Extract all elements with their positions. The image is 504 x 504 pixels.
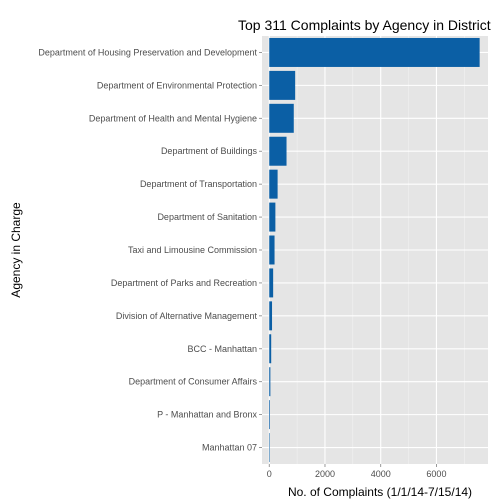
y-tick-label: Department of Environmental Protection xyxy=(97,80,257,90)
bar xyxy=(269,268,274,298)
x-tick-label: 4000 xyxy=(371,469,391,479)
y-tick-label: Department of Health and Mental Hygiene xyxy=(89,113,257,123)
bar xyxy=(269,70,296,100)
y-tick-label: Manhattan 07 xyxy=(202,443,257,453)
y-tick-label: Department of Transportation xyxy=(140,179,257,189)
bar xyxy=(269,103,294,133)
y-axis-title: Agency in Charge xyxy=(9,202,23,298)
x-tick-label: 2000 xyxy=(315,469,335,479)
y-tick-label: Department of Buildings xyxy=(161,146,258,156)
bar xyxy=(269,433,270,463)
bar xyxy=(269,202,276,232)
chart-title: Top 311 Complaints by Agency in District xyxy=(238,17,491,33)
plot-panel xyxy=(262,36,488,464)
y-tick-label: Division of Alternative Management xyxy=(116,311,258,321)
y-tick-label: Department of Parks and Recreation xyxy=(111,278,257,288)
y-tick-label: Department of Consumer Affairs xyxy=(129,377,258,387)
y-tick-label: BCC - Manhattan xyxy=(187,344,257,354)
bar xyxy=(269,301,273,331)
y-tick-label: P - Manhattan and Bronx xyxy=(157,410,257,420)
bar xyxy=(269,334,272,364)
x-tick-label: 0 xyxy=(267,469,272,479)
bar xyxy=(269,235,275,265)
y-tick-labels: Department of Housing Preservation and D… xyxy=(38,47,262,453)
y-tick-label: Department of Housing Preservation and D… xyxy=(38,47,257,57)
x-tick-labels: 0 2000 4000 6000 xyxy=(267,464,446,479)
x-axis-title: No. of Complaints (1/1/14-7/15/14) xyxy=(288,485,472,499)
bars xyxy=(269,37,480,463)
bar xyxy=(269,400,270,430)
bar xyxy=(269,136,287,166)
y-tick-label: Department of Sanitation xyxy=(157,212,257,222)
y-tick-label: Taxi and Limousine Commission xyxy=(128,245,257,255)
bar xyxy=(269,37,480,67)
bar xyxy=(269,367,271,397)
bar xyxy=(269,169,278,199)
x-tick-label: 6000 xyxy=(426,469,446,479)
